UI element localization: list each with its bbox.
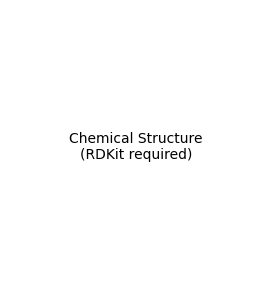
Text: Chemical Structure
(RDKit required): Chemical Structure (RDKit required) bbox=[69, 132, 202, 162]
